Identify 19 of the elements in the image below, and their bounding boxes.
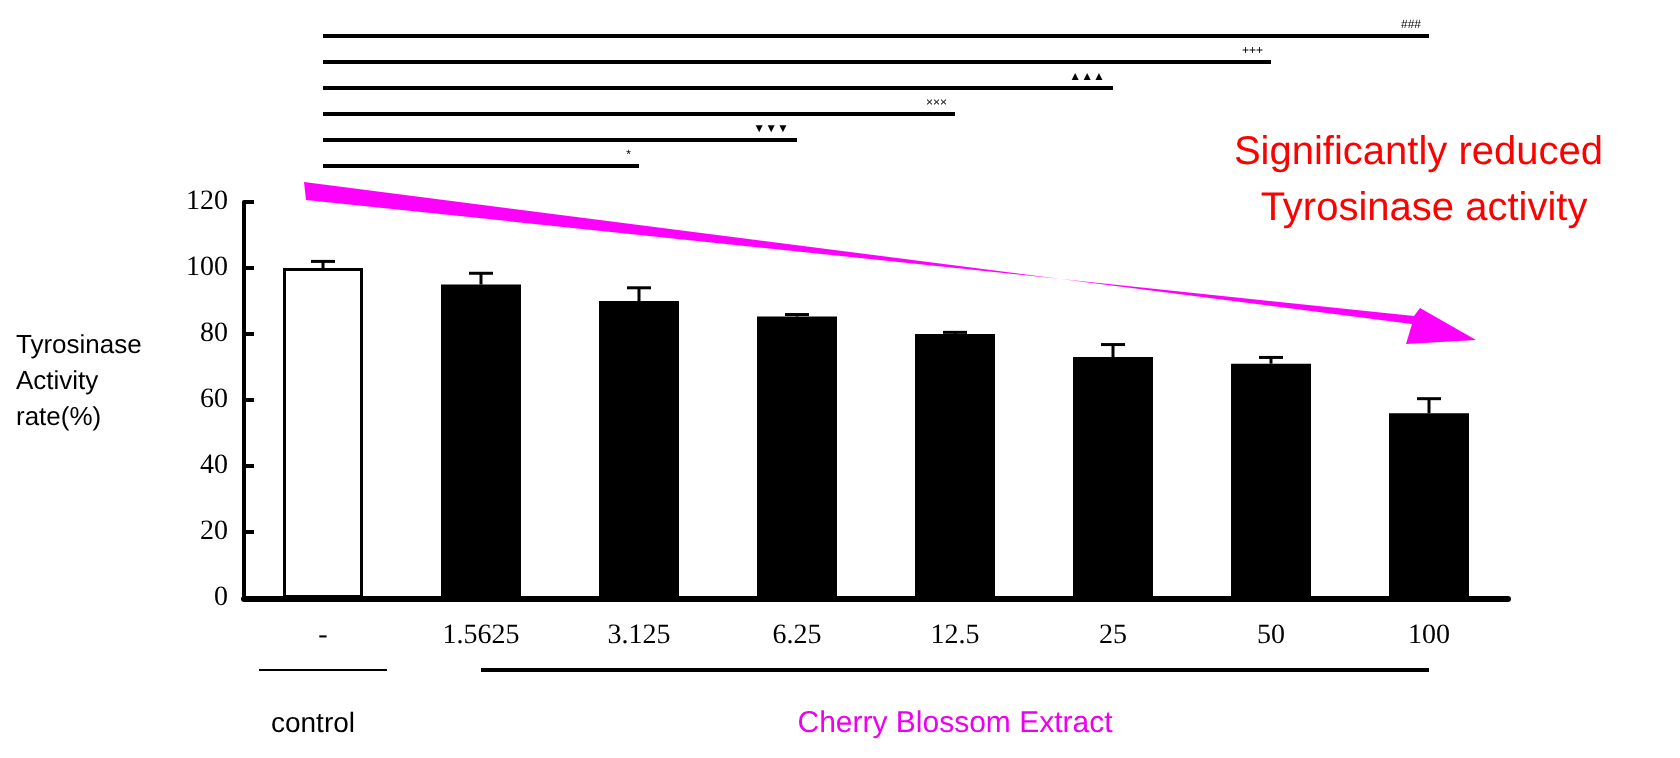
x-tick-label: 3.125 [607, 621, 671, 651]
y-tick-label: 100 [186, 253, 228, 283]
x-tick-label: 50 [1257, 621, 1285, 651]
text: control [270, 706, 356, 738]
y-tick-label: 120 [186, 187, 228, 217]
y-tick-label: 40 [200, 451, 228, 481]
text: Cherry Blossom Extract [797, 706, 1115, 740]
x-tick-label: - [318, 621, 329, 651]
y-tick-label: 20 [200, 517, 228, 547]
y-tick-label: 0 [214, 583, 228, 613]
x-tick-label: 1.5625 [442, 621, 520, 651]
x-tick-label: 6.25 [772, 621, 822, 651]
x-tick-label: 100 [1408, 621, 1450, 651]
x-tick-label: 12.5 [930, 621, 980, 651]
y-tick-label: 80 [200, 319, 228, 349]
y-tick-label: 60 [200, 385, 228, 415]
x-tick-label: 25 [1099, 621, 1127, 651]
annotation: Significantly reduced Tyrosinase activity [1233, 130, 1615, 230]
y-axis-title: Tyrosinase Activity rate(%) [16, 329, 149, 431]
